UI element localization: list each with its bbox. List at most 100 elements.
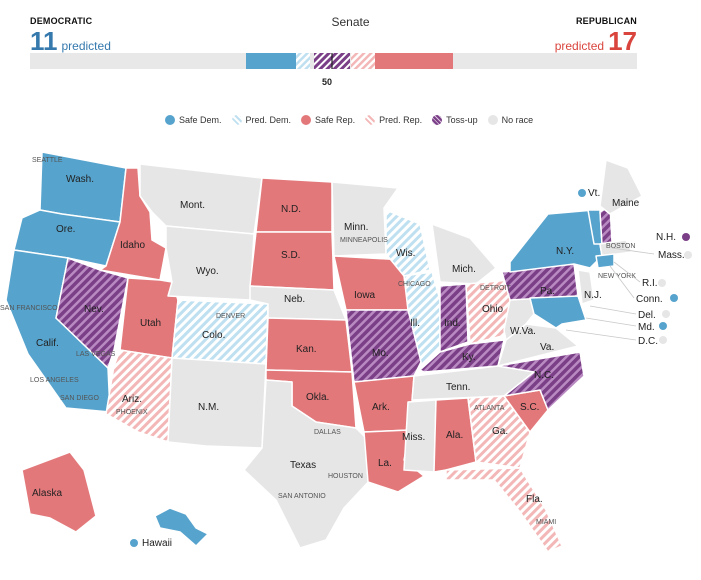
state-label: D.C. <box>638 336 658 347</box>
state-hawaii[interactable] <box>154 507 209 547</box>
state-label: Fla. <box>526 494 543 505</box>
marker-new-hampshire[interactable] <box>682 233 690 241</box>
state-connecticut[interactable] <box>595 253 615 269</box>
city-label: LAS VEGAS <box>76 351 116 358</box>
city-label: SEATTLE <box>32 157 63 164</box>
legend-item-safe-rep: Safe Rep. <box>301 115 355 125</box>
state-label: Ill. <box>410 318 420 329</box>
state-label: N.C. <box>534 370 554 381</box>
republican-count: 17 <box>608 26 637 56</box>
state-label: Okla. <box>306 392 329 403</box>
state-label: Mich. <box>452 264 476 275</box>
state-maine[interactable] <box>599 159 643 215</box>
state-alabama[interactable] <box>433 397 477 473</box>
state-alaska[interactable] <box>21 451 97 533</box>
state-oregon[interactable] <box>13 209 121 267</box>
legend-label: No race <box>501 115 534 125</box>
state-montana[interactable] <box>139 163 263 235</box>
state-label: Wyo. <box>196 266 219 277</box>
state-label: N.J. <box>584 290 602 301</box>
small-state-markers <box>130 189 692 547</box>
republican-count-group: predicted 17 <box>555 28 637 54</box>
democratic-count: 11 <box>30 26 58 56</box>
republican-label: REPUBLICAN <box>575 16 637 26</box>
legend-swatch-safe-rep <box>301 115 312 125</box>
state-label: S.D. <box>281 250 300 261</box>
city-label: MINNEAPOLIS <box>340 237 388 244</box>
chart-title: Senate <box>331 15 370 29</box>
state-florida[interactable] <box>445 467 563 553</box>
state-indiana[interactable] <box>439 283 469 353</box>
state-new-jersey[interactable] <box>577 269 595 305</box>
marker-delaware[interactable] <box>662 310 670 318</box>
state-label: Tenn. <box>446 382 470 393</box>
state-new-york[interactable] <box>509 209 603 273</box>
bar-pred-dem <box>296 53 310 69</box>
marker-maryland[interactable] <box>659 322 667 330</box>
city-label: NEW YORK <box>598 273 636 280</box>
state-label: W.Va. <box>510 326 536 337</box>
city-label: SAN DIEGO <box>60 395 99 402</box>
marker-massachusetts[interactable] <box>684 251 692 259</box>
republican-predicted-word: predicted <box>554 39 605 53</box>
state-massachusetts[interactable] <box>599 239 633 257</box>
legend-label: Pred. Dem. <box>245 115 292 125</box>
state-label: Alaska <box>32 488 62 499</box>
state-label: Neb. <box>284 294 305 305</box>
state-label: Ariz. <box>122 394 142 405</box>
state-minnesota[interactable] <box>331 181 399 257</box>
legend-swatch-pred-dem <box>231 115 242 125</box>
state-label: Vt. <box>588 188 600 199</box>
state-label: Ala. <box>446 430 463 441</box>
state-label: Kan. <box>296 344 317 355</box>
city-label: DENVER <box>216 313 245 320</box>
state-label: Mass. <box>658 250 685 261</box>
state-label: Maine <box>612 198 640 209</box>
city-label: DALLAS <box>314 429 341 436</box>
state-label: S.C. <box>520 402 539 413</box>
democratic-count-group: 11 predicted <box>30 28 111 54</box>
state-nevada[interactable] <box>55 257 129 369</box>
legend-swatch-tossup <box>432 115 443 125</box>
marker-dc[interactable] <box>659 336 667 344</box>
state-wyoming[interactable] <box>165 225 255 301</box>
state-label: N.H. <box>656 232 676 243</box>
state-wisconsin[interactable] <box>385 209 431 277</box>
bar-safe-rep <box>375 53 453 69</box>
legend-label: Safe Rep. <box>315 115 356 125</box>
state-missouri[interactable] <box>345 309 423 383</box>
state-maryland[interactable] <box>529 295 587 329</box>
state-label: R.I. <box>642 278 658 289</box>
state-label: Mo. <box>372 348 389 359</box>
city-label: ATLANTA <box>474 405 505 412</box>
legend-label: Safe Dem. <box>179 115 222 125</box>
state-north-carolina[interactable] <box>497 351 585 411</box>
city-label: CHICAGO <box>398 281 431 288</box>
marker-vermont[interactable] <box>578 189 586 197</box>
legend-item-pred-dem: Pred. Dem. <box>231 115 292 125</box>
marker-rhode-island[interactable] <box>658 279 666 287</box>
state-label: Nev. <box>84 304 104 315</box>
state-label: Wis. <box>396 248 415 259</box>
legend-swatch-safe-dem <box>165 115 175 125</box>
democratic-predicted-word: predicted <box>61 39 111 53</box>
state-label: N.D. <box>281 204 301 215</box>
state-georgia[interactable] <box>467 395 531 469</box>
state-south-dakota[interactable] <box>249 231 335 291</box>
state-label: Ind. <box>444 318 461 329</box>
state-michigan[interactable] <box>431 223 497 285</box>
state-label: Ga. <box>492 426 508 437</box>
legend-item-tossup: Toss-up <box>432 115 478 125</box>
marker-connecticut[interactable] <box>670 294 678 302</box>
legend-item-no-race: No race <box>487 115 534 125</box>
state-new-mexico[interactable] <box>167 357 267 449</box>
state-kentucky[interactable] <box>419 339 505 373</box>
marker-hawaii[interactable] <box>130 539 138 547</box>
state-label: N.Y. <box>556 246 574 257</box>
seat-bar <box>30 53 637 69</box>
bar-pred-rep <box>351 53 375 69</box>
city-label: DETROIT <box>480 285 511 292</box>
state-label: Miss. <box>402 432 425 443</box>
state-label: Hawaii <box>142 538 172 549</box>
seat-bar-graphic <box>246 53 453 69</box>
